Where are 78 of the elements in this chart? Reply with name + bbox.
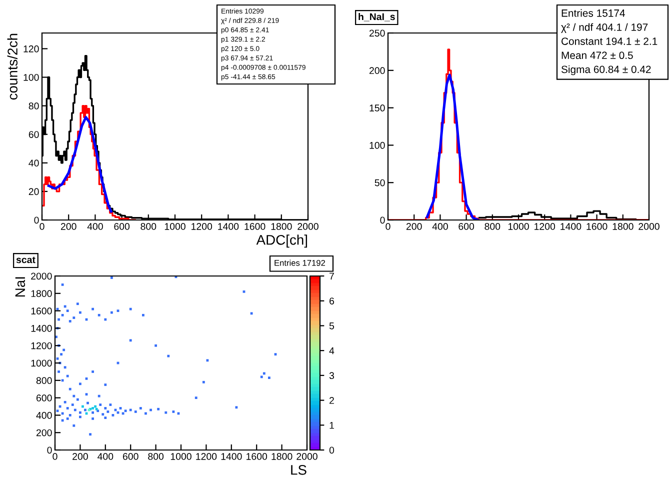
x-tick-label: 800 [140, 223, 156, 230]
color-bar-label: 1 [330, 422, 334, 429]
x-tick-label: 1200 [534, 223, 556, 230]
y-tick-label: 800 [36, 377, 52, 384]
x-tick-label: 200 [406, 223, 422, 230]
line-series [426, 74, 480, 220]
y-axis-title: NaI [15, 277, 26, 296]
y-tick-label: 200 [369, 67, 385, 74]
x-tick-label: 0 [52, 453, 58, 460]
x-tick-label: 200 [60, 223, 76, 230]
y-tick-label: 1000 [31, 360, 52, 367]
y-tick-label: 60 [28, 131, 39, 138]
x-tick-label: 2000 [296, 453, 318, 460]
color-bar-label: 7 [330, 272, 334, 280]
x-tick-label: 600 [458, 223, 474, 230]
x-tick-label: 600 [114, 223, 130, 230]
color-bar-label: 0 [329, 446, 334, 454]
text: Entries 15174 [562, 9, 625, 17]
y-tick-label: 0 [34, 216, 39, 224]
y-tick-label: 1800 [31, 290, 52, 298]
x-tick-label: 1400 [221, 453, 242, 460]
x-tick-label: 1200 [196, 453, 217, 460]
y-tick-label: 250 [369, 30, 385, 37]
y-tick-label: 40 [28, 160, 39, 167]
color-bar-label: 2 [330, 397, 334, 404]
text: χ² / ndf 404.1 / 197 [561, 23, 648, 33]
x-tick-label: 600 [122, 453, 138, 460]
color-bar-label: 3 [329, 372, 334, 380]
x-tick-label: 0 [386, 223, 390, 230]
y-tick-label: 2000 [31, 272, 52, 280]
x-tick-label: 1000 [508, 223, 529, 230]
y-tick-label: 20 [28, 188, 39, 196]
y-tick-label: 600 [36, 394, 52, 402]
x-tick-label: 1800 [612, 223, 634, 230]
y-tick-label: 1200 [31, 342, 52, 350]
x-tick-label: 1600 [586, 223, 608, 230]
y-tick-label: 80 [28, 102, 39, 110]
x-tick-label: 1400 [560, 223, 582, 230]
annotation: Mean 472 ± 0.5 [562, 52, 633, 60]
line-series [47, 116, 112, 213]
annotation: Constant 194.1 ± 2.1 [562, 38, 658, 45]
chart-title: scat [16, 256, 36, 264]
y-tick-label: 0 [380, 216, 385, 224]
annotation: Sigma 60.84 ± 0.42 [561, 65, 651, 76]
y-tick-label: 100 [24, 74, 39, 81]
color-bar-label: 5 [329, 322, 334, 330]
x-tick-label: 1600 [246, 453, 268, 460]
x-tick-label: 2000 [638, 223, 660, 230]
x-tick-label: 1200 [192, 223, 212, 230]
x-tick-label: 400 [98, 453, 114, 460]
y-tick-label: 1600 [31, 308, 52, 314]
y-tick-label: 120 [24, 45, 39, 52]
y-tick-label: 400 [36, 412, 52, 419]
x-tick-label: 2000 [298, 223, 318, 230]
x-tick-label: 400 [432, 223, 448, 230]
y-axis-title: counts/2ch [7, 34, 18, 100]
y-tick-label: 1400 [31, 324, 52, 332]
x-tick-label: 800 [148, 453, 164, 460]
x-axis-title: ADC[ch] [256, 234, 308, 248]
y-tick-label: 50 [374, 179, 385, 186]
x-tick-label: 200 [72, 453, 88, 460]
y-tick-label: 150 [370, 104, 385, 112]
text: Entries 17192 [274, 260, 326, 266]
x-tick-label: 1000 [170, 453, 192, 460]
x-tick-label: 800 [484, 223, 500, 230]
x-tick-label: 1400 [218, 223, 239, 230]
chart-title: h_NaI_s [358, 13, 395, 22]
x-tick-label: 1000 [164, 223, 186, 230]
y-tick-label: 0 [47, 446, 52, 454]
x-tick-label: 1800 [272, 453, 292, 460]
y-tick-label: 100 [370, 142, 385, 149]
y-tick-label: 200 [36, 429, 52, 436]
x-tick-label: 1600 [244, 223, 266, 230]
x-axis-title: LS [291, 464, 306, 475]
x-tick-label: 400 [87, 223, 103, 230]
x-tick-label: 1800 [271, 223, 292, 230]
color-bar-label: 6 [330, 298, 334, 304]
color-bar-label: 4 [329, 347, 334, 354]
